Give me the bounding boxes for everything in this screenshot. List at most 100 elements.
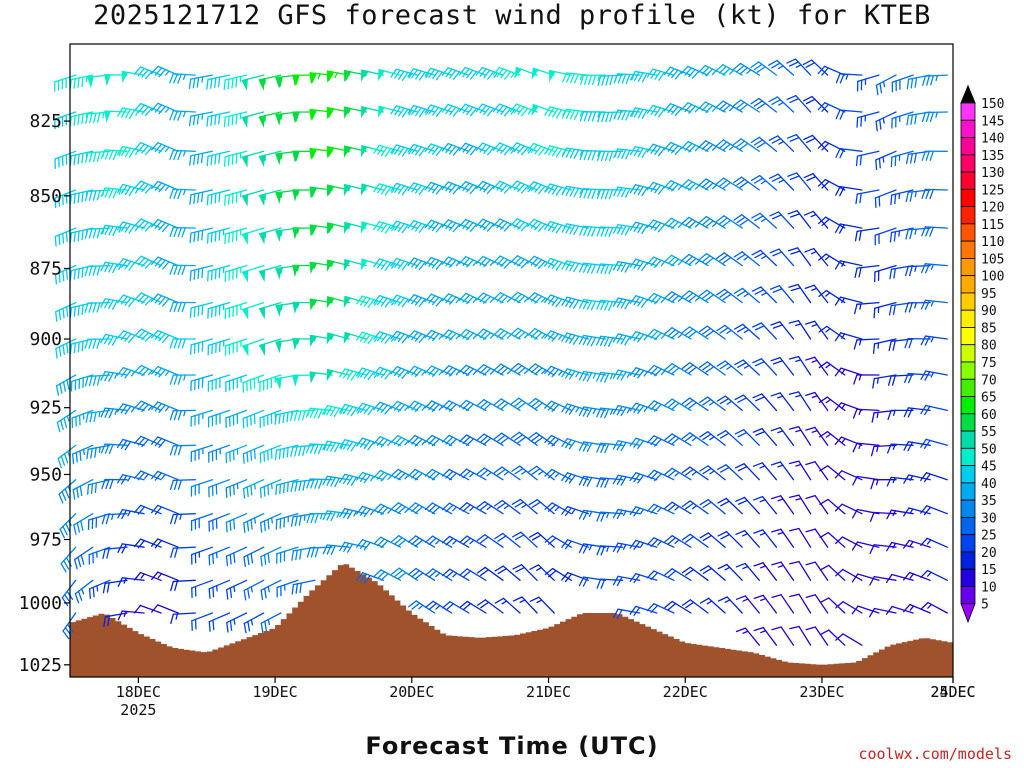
barb-full: [411, 602, 421, 610]
barb-full: [77, 305, 80, 316]
barb-full: [279, 551, 282, 563]
barb-full: [397, 438, 406, 447]
barb-full: [462, 537, 472, 546]
barb-half: [267, 618, 271, 626]
barb-full: [479, 294, 488, 303]
wind-barb: [493, 398, 521, 412]
barb-full: [561, 185, 568, 196]
wind-barb: [735, 562, 760, 581]
barb-half: [240, 376, 242, 383]
wind-barb: [803, 210, 829, 229]
barb-full: [625, 149, 631, 160]
barb-half: [425, 109, 430, 116]
barb-full: [681, 290, 690, 298]
barb-full: [270, 413, 273, 424]
barb-shaft: [260, 546, 282, 558]
barb-full: [431, 222, 440, 232]
barb-half: [202, 412, 204, 420]
source-credit[interactable]: coolwx.com/models: [858, 745, 1012, 763]
barb-full: [462, 144, 470, 153]
wind-barb: [771, 594, 795, 614]
barb-full: [394, 221, 402, 231]
barb-full: [63, 560, 70, 570]
barb-full: [117, 474, 124, 484]
wind-barb: [390, 220, 419, 234]
barb-full: [218, 304, 221, 316]
barb-full: [120, 368, 128, 378]
wind-barb: [116, 294, 145, 308]
barb-full: [194, 618, 197, 630]
barb-full: [486, 223, 495, 232]
barb-full: [497, 535, 507, 542]
barb-full: [169, 73, 174, 84]
barb-full: [411, 221, 419, 231]
barb-full: [530, 293, 539, 302]
barb-full: [544, 145, 551, 155]
wind-barb: [191, 612, 214, 631]
barb-full: [66, 379, 70, 390]
wind-barb: [646, 603, 675, 614]
barb-full: [718, 102, 728, 111]
barb-half: [391, 300, 396, 306]
barb-full: [356, 331, 364, 341]
wind-barb: [805, 356, 829, 376]
barb-full: [789, 560, 800, 565]
barb-full: [73, 558, 78, 570]
barb-full: [65, 306, 69, 317]
barb-shaft: [190, 409, 214, 418]
barb-full: [664, 600, 673, 609]
barb-full: [582, 406, 589, 417]
barb-full: [243, 556, 246, 567]
barb-half: [239, 75, 242, 83]
wind-barb: [887, 409, 914, 421]
wind-barb: [768, 96, 795, 113]
barb-full: [578, 576, 585, 587]
barb-full: [925, 150, 930, 161]
barb-full: [569, 298, 576, 308]
barb-shaft: [812, 210, 829, 229]
barb-full: [466, 403, 475, 412]
barb-full: [189, 155, 192, 166]
barb-shaft: [857, 573, 880, 581]
barb-half: [527, 148, 533, 154]
barb-shaft: [208, 444, 231, 454]
wind-barb: [613, 109, 641, 121]
barb-half: [914, 228, 917, 235]
barb-full: [448, 259, 457, 268]
barb-full: [150, 504, 159, 514]
barb-full: [418, 224, 426, 233]
barb-full: [551, 223, 559, 233]
wind-barb: [290, 479, 316, 493]
wind-barb: [512, 596, 538, 614]
barb-full: [214, 305, 217, 317]
barb-full: [733, 323, 744, 330]
barb-full: [380, 297, 388, 307]
colorbar-tick-label: 85: [981, 321, 997, 336]
barb-full: [753, 177, 764, 184]
barb-shaft: [761, 393, 778, 412]
barb-full: [367, 335, 375, 345]
barb-half: [927, 603, 933, 609]
barb-shaft: [172, 479, 196, 482]
barb-full: [295, 549, 298, 561]
barb-shaft: [813, 247, 829, 267]
barb-full: [62, 381, 67, 392]
wind-barb: [578, 475, 607, 487]
barb-full: [604, 189, 610, 200]
barb-full: [920, 263, 927, 274]
barb-full: [411, 69, 419, 79]
barb-full: [888, 340, 892, 352]
barb-full: [59, 383, 63, 394]
wind-barb: [100, 187, 128, 199]
barb-full: [133, 604, 142, 614]
barb-full: [54, 81, 56, 92]
wind-barb: [424, 535, 453, 548]
barb-full: [752, 393, 763, 399]
barb-shaft: [689, 599, 709, 614]
barb-shaft: [707, 499, 726, 515]
barb-pennant: [326, 368, 334, 382]
barb-full: [646, 503, 655, 512]
wind-barb: [890, 189, 914, 206]
barb-full: [586, 407, 593, 418]
barb-full: [466, 184, 474, 193]
